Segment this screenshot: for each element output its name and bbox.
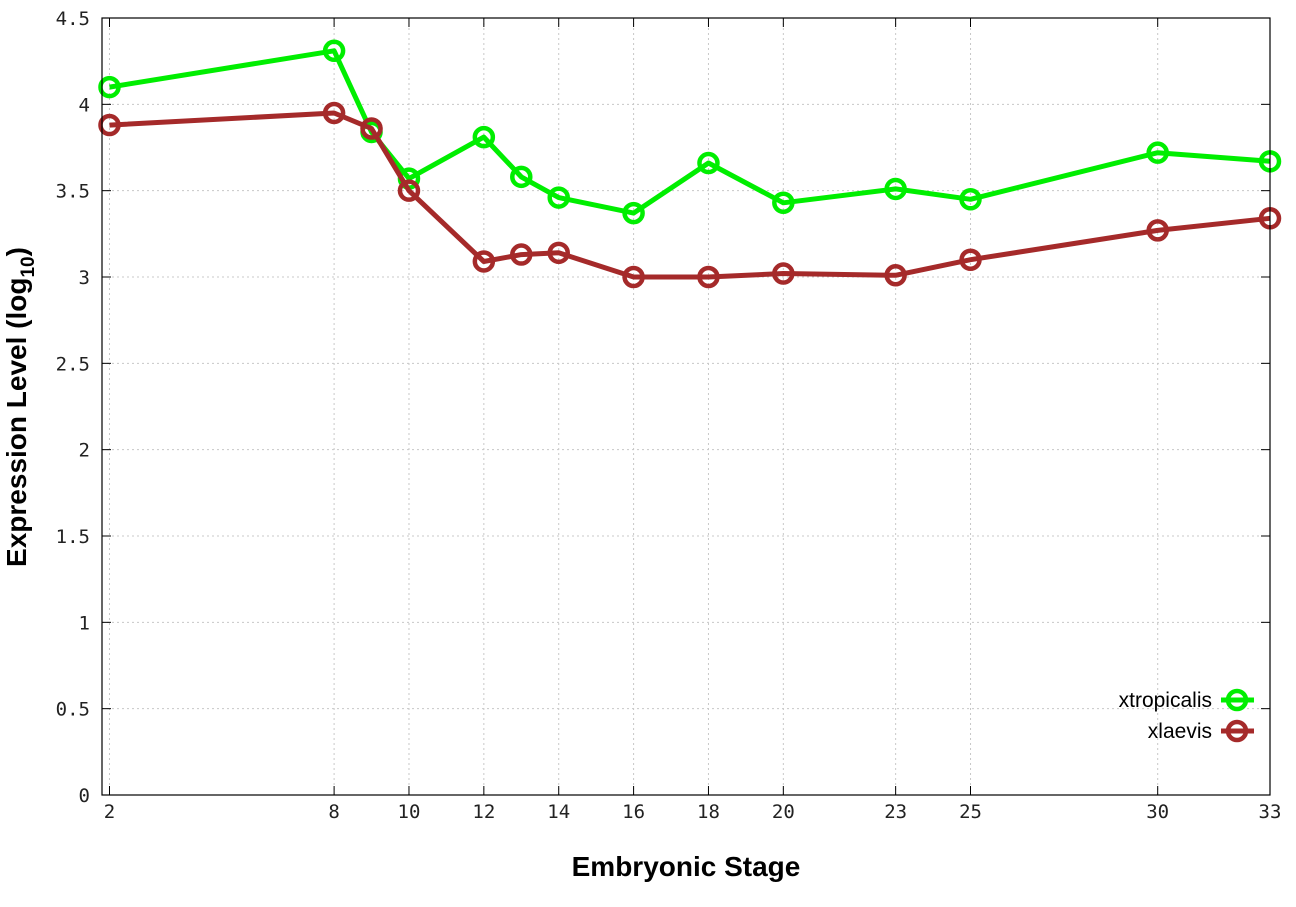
data-point-xlaevis: [959, 248, 982, 271]
y-tick-label: 2: [79, 440, 90, 462]
data-point-xtropicalis: [884, 177, 907, 201]
data-point-xtropicalis: [622, 201, 645, 225]
data-point-xlaevis: [884, 264, 907, 287]
series-layer: [98, 39, 1282, 289]
y-axis-title-subscript: 10: [18, 256, 39, 277]
data-point-xlaevis: [360, 117, 383, 140]
series-line-xlaevis: [109, 110, 1271, 280]
legend: xtropicalis xlaevis: [1119, 688, 1254, 743]
y-axis-title: Expression Level (log10): [1, 247, 39, 567]
x-tick-label: 25: [959, 801, 982, 823]
y-tick-label: 4: [79, 94, 90, 116]
legend-marker: [1225, 688, 1249, 712]
y-tick-label: 1: [79, 612, 90, 634]
data-point-xlaevis: [397, 179, 421, 202]
data-point-xtropicalis: [547, 186, 570, 209]
y-tick-label: 3: [79, 267, 90, 289]
data-point-xtropicalis: [510, 165, 533, 189]
y-tick-label: 0.5: [56, 699, 90, 721]
x-tick-label: 18: [697, 801, 720, 823]
y-tick-label: 1.5: [56, 526, 90, 548]
grid: [102, 18, 1270, 795]
legend-label: xlaevis: [1148, 720, 1212, 743]
x-axis-title: Embryonic Stage: [572, 851, 801, 882]
x-tick-label: 2: [104, 801, 115, 823]
legend-marker: [1225, 719, 1249, 743]
data-point-xlaevis: [472, 250, 496, 273]
y-tick-label: 4.5: [56, 8, 90, 30]
y-tick-label: 2.5: [56, 353, 90, 375]
data-point-xtropicalis: [697, 151, 720, 175]
data-point-xtropicalis: [959, 188, 982, 211]
data-point-xlaevis: [622, 265, 645, 289]
data-point-xtropicalis: [98, 75, 121, 99]
data-point-xlaevis: [322, 101, 346, 125]
y-tick-label: 3.5: [56, 181, 90, 203]
data-point-xlaevis: [547, 241, 570, 265]
data-point-xlaevis: [1146, 219, 1169, 242]
x-tick-label: 14: [547, 801, 570, 823]
y-axis-title-end: ): [1, 247, 32, 256]
x-tick-label: 20: [772, 801, 795, 823]
axis-tick-labels: 0 0.5 1 1.5 2 2.5 3 3.5 4 4.5 2 8 10 12 14 16 18 20 23 25 30…: [56, 8, 1282, 823]
x-tick-label: 23: [884, 801, 907, 823]
data-point-xtropicalis: [772, 191, 795, 215]
data-point-xtropicalis: [1146, 141, 1169, 164]
data-point-xtropicalis: [322, 39, 346, 63]
data-point-xlaevis: [697, 265, 720, 289]
data-point-xtropicalis: [472, 125, 496, 149]
plot-border: [101, 17, 1271, 796]
legend-entry-xlaevis: xlaevis: [1148, 719, 1254, 743]
data-point-xlaevis: [510, 243, 533, 266]
data-point-xlaevis: [98, 113, 121, 137]
x-tick-label: 30: [1146, 801, 1169, 823]
series-line-xtropicalis: [109, 48, 1271, 216]
y-tick-label: 0: [79, 785, 90, 807]
legend-label: xtropicalis: [1119, 689, 1212, 712]
x-tick-label: 10: [398, 801, 421, 823]
x-tick-label: 12: [472, 801, 495, 823]
x-tick-label: 33: [1259, 801, 1282, 823]
x-tick-label: 8: [328, 801, 339, 823]
axis-ticks: [102, 17, 1271, 796]
legend-entry-xtropicalis: xtropicalis: [1119, 688, 1254, 712]
y-axis-title-main: Expression Level (log: [1, 278, 32, 567]
x-tick-label: 16: [622, 801, 645, 823]
data-point-xlaevis: [772, 262, 795, 285]
